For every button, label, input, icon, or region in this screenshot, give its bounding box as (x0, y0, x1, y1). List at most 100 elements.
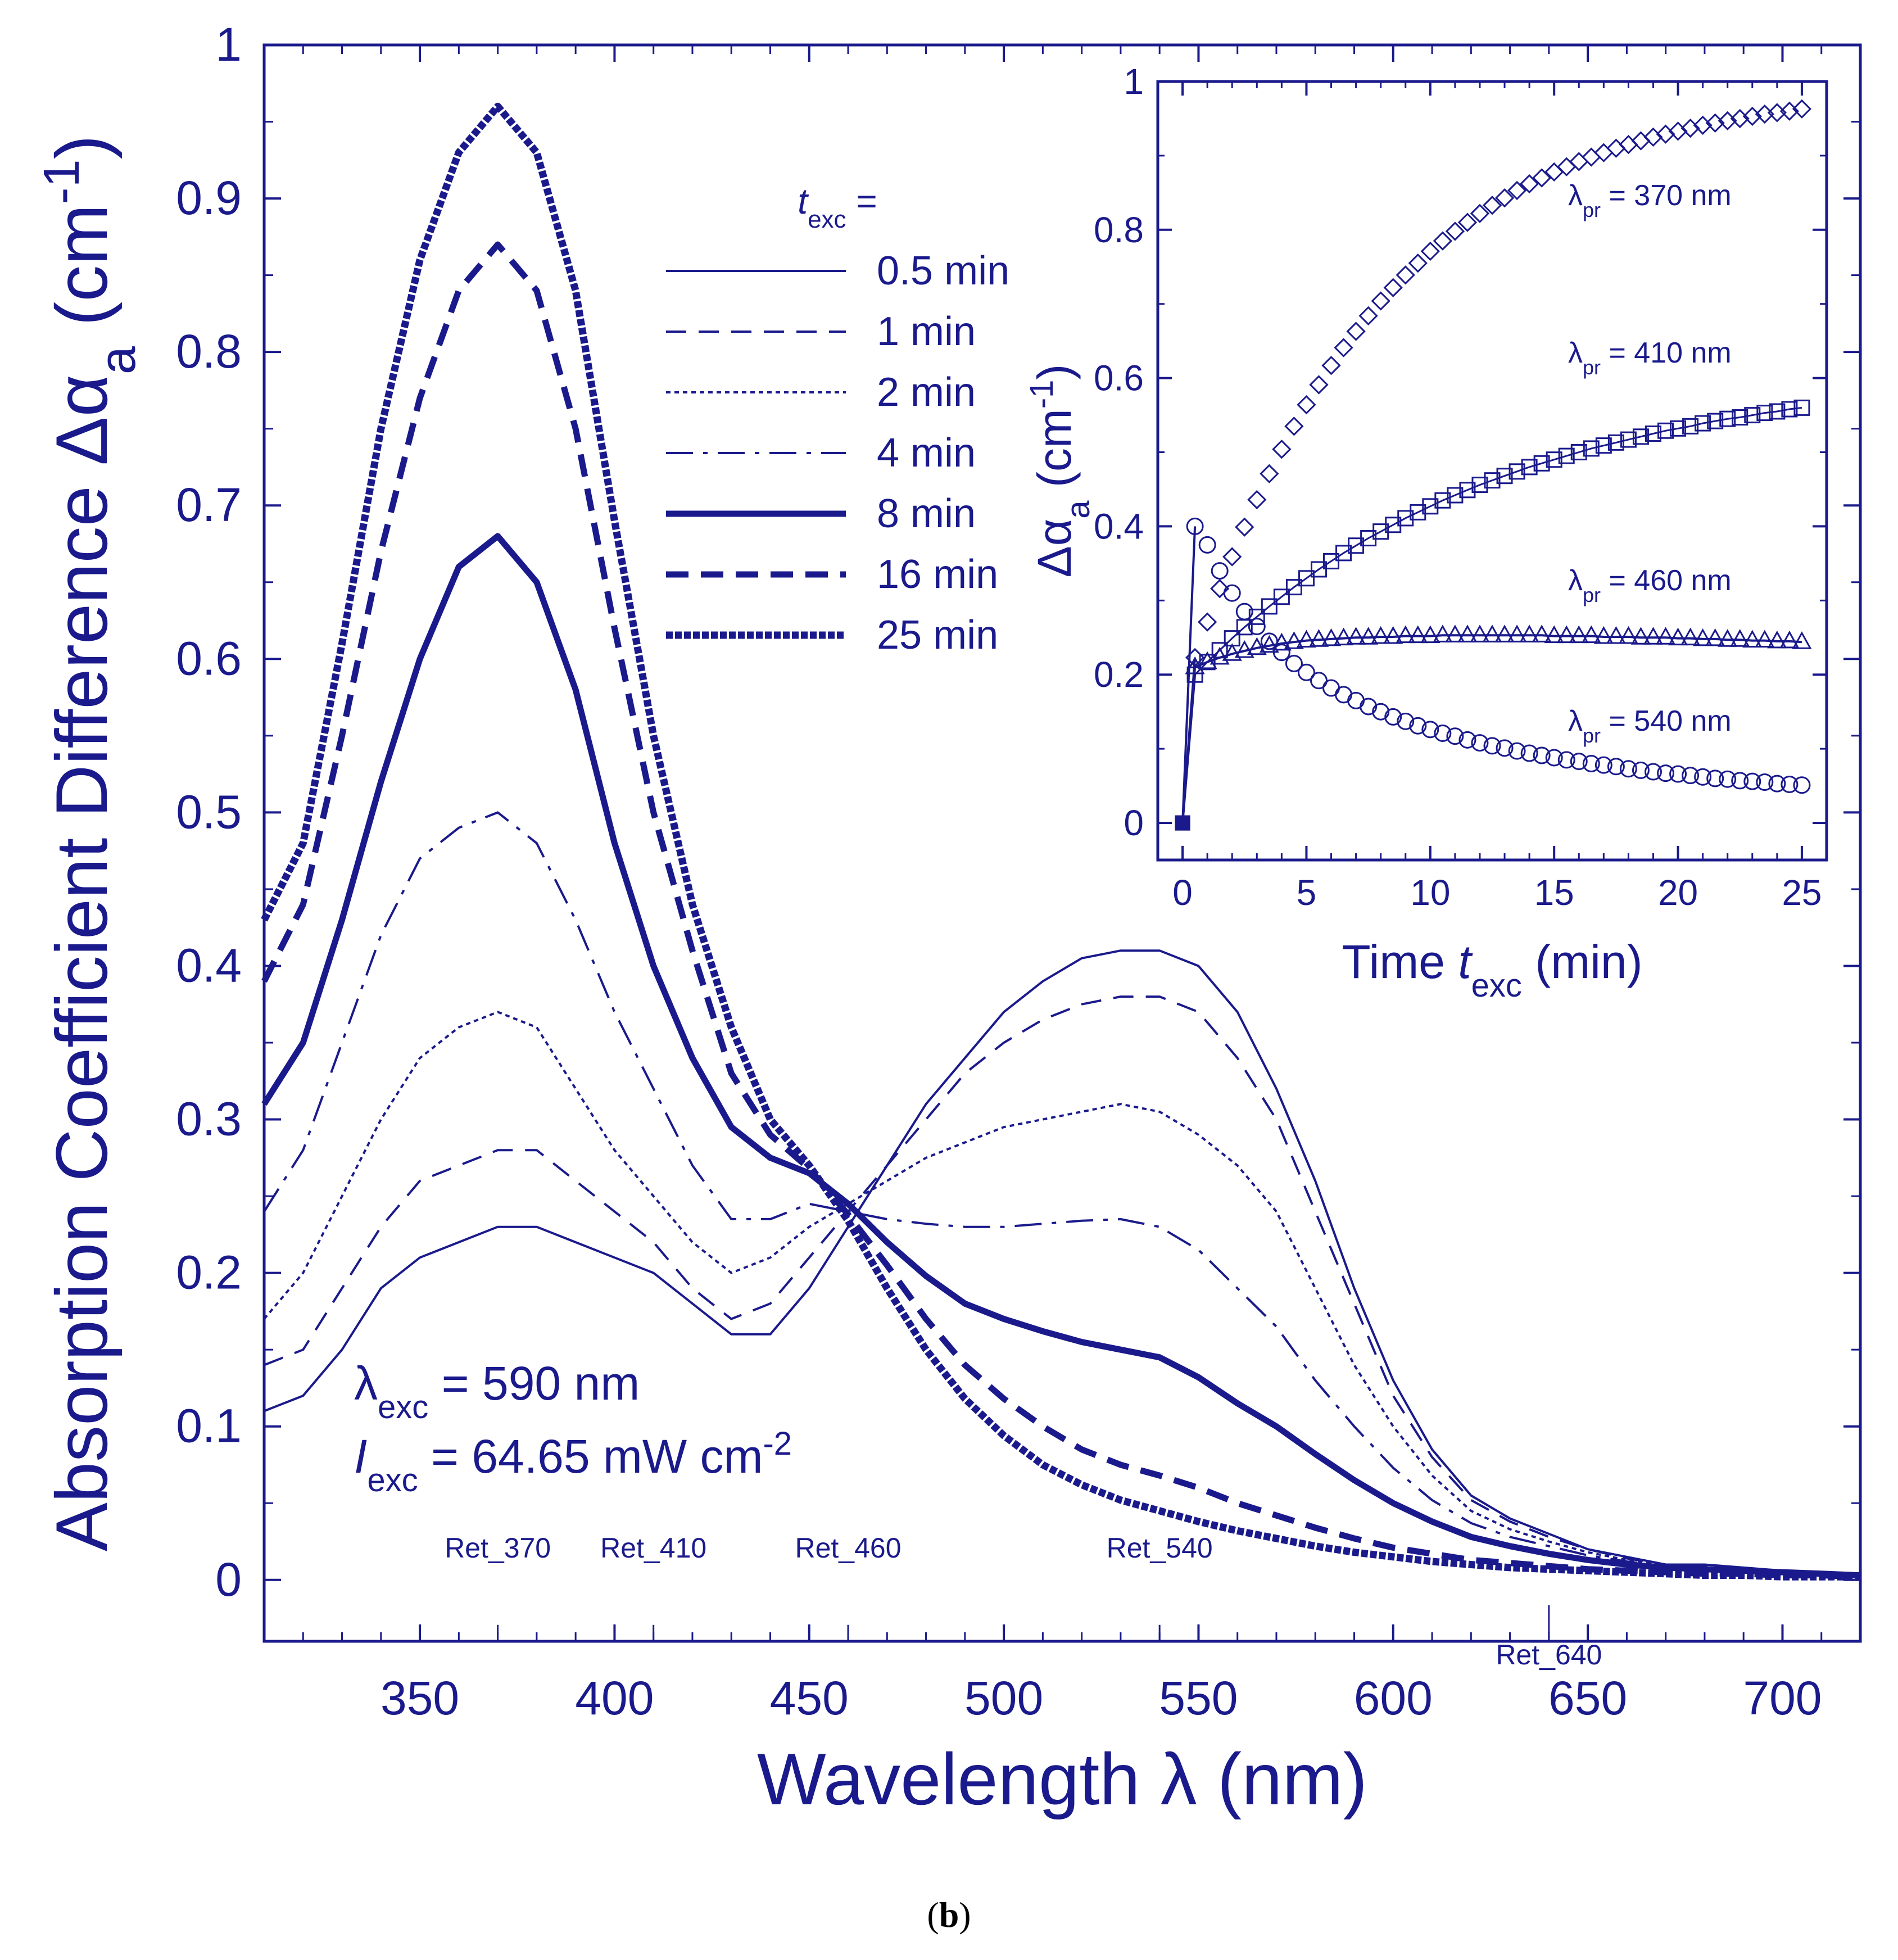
inset-point (1680, 118, 1700, 138)
inset-series-label-sub: pr (1583, 724, 1601, 747)
inset-point (1210, 646, 1230, 665)
inset-point (1482, 624, 1502, 642)
inset-point (1297, 663, 1315, 681)
annotation-intensity-sub: exc (367, 1462, 418, 1499)
inset-point (1397, 712, 1415, 730)
y-axis-label: Absorption Coefficient Difference Δαa (c… (34, 135, 146, 1551)
inset-point (1756, 773, 1774, 791)
inset-point (1594, 756, 1612, 774)
inset-point (1507, 180, 1527, 201)
inset-point (1606, 626, 1626, 644)
inset-point (1408, 625, 1428, 644)
inset-point (1422, 498, 1439, 515)
inset-point (1371, 291, 1390, 311)
inset-point (1334, 627, 1354, 646)
inset-point (1545, 749, 1563, 767)
inset-x-tick-label: 15 (1534, 872, 1574, 913)
inset-point (1298, 570, 1315, 587)
legend-title-sub: exc (808, 206, 846, 233)
inset-point (1509, 463, 1525, 480)
inset-point (1447, 487, 1464, 504)
inset-point (1408, 254, 1428, 273)
inset-point (1471, 734, 1489, 752)
inset-point (1222, 547, 1242, 567)
inset-point (1581, 625, 1601, 644)
inset-point (1496, 468, 1513, 485)
inset-point (1397, 510, 1414, 527)
y-axis-label-sup: -1 (34, 159, 90, 204)
annotation-intensity-value: = 64.65 mW cm (418, 1430, 763, 1483)
inset-series-label: λpr = 370 nm (1568, 179, 1732, 221)
inset-point (1669, 765, 1687, 783)
inset-point (1323, 553, 1340, 569)
inset-point (1446, 727, 1464, 745)
inset-point (1185, 656, 1205, 675)
inset-series-label-value: = 370 nm (1601, 179, 1732, 212)
y-tick-label: 0.8 (176, 325, 242, 378)
inset-point (1744, 407, 1761, 424)
x-axis-label-text: Wavelength (757, 1738, 1161, 1820)
inset-point (1186, 517, 1204, 535)
inset-y-tick-label: 0.4 (1094, 506, 1144, 546)
marker-label: Ret_640 (1496, 1639, 1602, 1671)
inset-point (1706, 769, 1724, 787)
series-line (263, 811, 1861, 1575)
inset-x-axis-label: Time texc (min) (1342, 935, 1642, 1004)
inset-point (1657, 764, 1675, 782)
marker-label: Ret_540 (1107, 1532, 1213, 1564)
caption-open: ( (927, 1895, 939, 1935)
inset-series-label-symbol: λ (1568, 564, 1583, 597)
inset-point (1668, 121, 1688, 141)
x-tick-label: 550 (1159, 1672, 1238, 1724)
x-tick-label: 450 (770, 1672, 849, 1724)
legend: texc =0.5 min 1 min 2 min 4 min 8 min 16 min 2… (666, 181, 1009, 658)
inset-point (1234, 640, 1254, 658)
inset-point (1396, 265, 1415, 285)
inset-point (1618, 626, 1638, 644)
series-line (261, 533, 1861, 1579)
inset-point (1198, 536, 1216, 554)
legend-label: 4 min (877, 431, 976, 476)
inset-point (1719, 770, 1737, 788)
annotation-lambda-value: = 590 nm (428, 1357, 640, 1410)
inset-point (1346, 627, 1366, 645)
legend-title-eq: = (846, 181, 877, 221)
inset-point (1732, 409, 1748, 426)
inset-series-label-value: = 460 nm (1601, 564, 1732, 597)
inset-point (1372, 703, 1390, 721)
series-line (263, 1011, 1861, 1575)
series-line (264, 995, 1861, 1575)
inset-point (1519, 624, 1539, 642)
inset-point (1731, 772, 1749, 790)
legend-title-symbol: t (798, 181, 809, 221)
y-axis-label-unit: (cm (40, 204, 123, 346)
inset-point (1410, 504, 1426, 520)
inset-point (1583, 440, 1600, 457)
inset-series-label-symbol: λ (1568, 705, 1583, 737)
inset-point (1285, 579, 1302, 596)
inset-point (1321, 356, 1341, 375)
inset-point (1383, 626, 1403, 644)
inset-y-label-sup: -1 (1023, 380, 1060, 409)
inset-point (1655, 627, 1676, 645)
x-axis-label-symbol: λ (1161, 1738, 1197, 1820)
inset-point (1595, 437, 1612, 454)
inset-point (1310, 561, 1327, 578)
inset-point (1694, 768, 1712, 786)
main-chart: 350 400 450 500 550 600 650 70000.10.20.30.40.5… (34, 18, 1862, 1820)
x-tick-label: 500 (964, 1672, 1043, 1724)
inset-point (1457, 212, 1478, 232)
inset-point (1421, 721, 1439, 739)
inset-point (1767, 630, 1787, 649)
y-tick-label: 0.9 (176, 171, 242, 224)
inset-point (1247, 490, 1267, 510)
inset-y-tick-label: 0.8 (1094, 210, 1144, 250)
inset-point (1434, 724, 1452, 742)
inset-point (1494, 624, 1515, 642)
y-tick-label: 0.1 (176, 1400, 242, 1452)
inset-point (1779, 630, 1800, 649)
inset-series-line (1181, 526, 1197, 823)
inset-point (1682, 418, 1699, 434)
inset-point (1371, 626, 1391, 644)
